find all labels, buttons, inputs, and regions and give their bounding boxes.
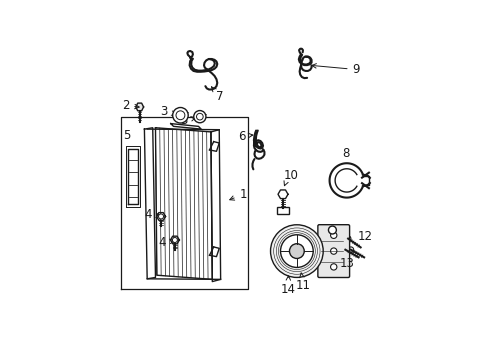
- Bar: [277, 207, 289, 214]
- Circle shape: [345, 236, 351, 242]
- Circle shape: [194, 111, 206, 123]
- Circle shape: [328, 226, 336, 234]
- Circle shape: [281, 235, 313, 267]
- Polygon shape: [145, 128, 155, 279]
- Circle shape: [331, 264, 337, 270]
- Text: 9: 9: [312, 63, 360, 76]
- Text: 1: 1: [230, 188, 247, 201]
- Text: 6: 6: [238, 130, 253, 143]
- Polygon shape: [211, 130, 220, 282]
- Circle shape: [348, 247, 354, 252]
- Text: 5: 5: [122, 129, 130, 141]
- Text: 4: 4: [145, 208, 161, 221]
- Text: 12: 12: [357, 230, 372, 243]
- Text: 13: 13: [340, 257, 355, 270]
- Circle shape: [331, 232, 337, 238]
- Text: 4: 4: [158, 236, 174, 249]
- Text: 3: 3: [180, 114, 196, 127]
- FancyBboxPatch shape: [318, 225, 349, 278]
- Text: 7: 7: [212, 87, 224, 103]
- Polygon shape: [136, 103, 144, 111]
- Text: 10: 10: [284, 169, 299, 182]
- Text: 14: 14: [280, 276, 295, 296]
- Text: 11: 11: [296, 273, 311, 292]
- Text: 3: 3: [161, 105, 176, 118]
- Circle shape: [270, 225, 323, 278]
- Circle shape: [172, 108, 188, 123]
- Text: 8: 8: [342, 147, 349, 159]
- Circle shape: [343, 247, 348, 252]
- Circle shape: [172, 238, 177, 243]
- Text: 2: 2: [122, 99, 139, 112]
- Circle shape: [290, 244, 304, 258]
- Circle shape: [159, 214, 164, 219]
- Circle shape: [331, 248, 337, 254]
